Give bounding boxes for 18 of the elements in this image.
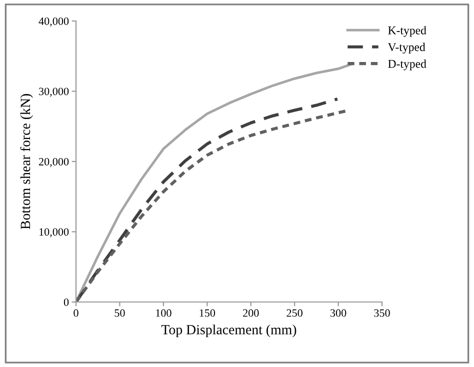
x-tick-label: 200 — [243, 309, 259, 317]
y-tick-label: 40,000 — [38, 17, 69, 27]
x-tick-label: 0 — [74, 309, 78, 317]
y-axis-title: Bottom shear force (kN) — [20, 94, 33, 230]
x-tick-label: 300 — [330, 309, 346, 317]
x-axis-title: Top Displacement (mm) — [161, 324, 296, 338]
y-tick-label: 10,000 — [39, 228, 69, 238]
y-tick-label: 20,000 — [38, 158, 69, 168]
x-tick-label: 50 — [114, 309, 125, 317]
x-tick-label: 100 — [156, 309, 172, 317]
legend-label: D-typed — [388, 60, 426, 70]
y-tick-label: 0 — [64, 298, 69, 306]
y-tick-label: 30,000 — [39, 88, 69, 97]
legend-label: V-typed — [388, 42, 426, 54]
x-tick-label: 350 — [374, 309, 390, 317]
x-tick-label: 250 — [286, 309, 302, 317]
x-tick-label: 150 — [200, 309, 216, 317]
legend-label: K-typed — [388, 26, 426, 37]
